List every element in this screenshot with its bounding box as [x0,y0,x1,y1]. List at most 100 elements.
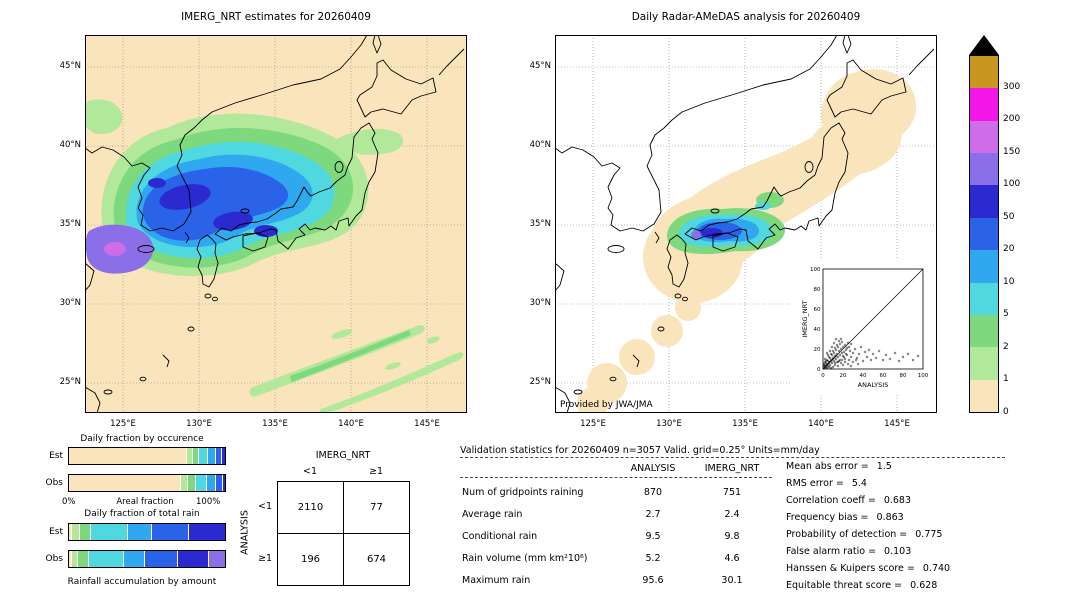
colorbar-tick-label: 2 [1003,341,1009,352]
validation-row: Conditional rain 9.5 9.8 [462,531,772,542]
colorbar-cell [970,185,998,218]
bar-segment [69,475,181,491]
bar-segment [216,448,223,464]
svg-text:20: 20 [840,373,847,379]
score-value: 0.740 [922,563,951,574]
stat-imerg-value: 9.8 [724,531,740,542]
colorbar-tick-label: 5 [1003,309,1009,320]
bar-segment [207,475,217,491]
map-border [85,35,467,413]
contingency-table: 2110 77 196 674 [277,481,410,586]
left-map-title: IMERG_NRT estimates for 20260409 [181,11,371,23]
lat-tick-label: 30°N [529,298,551,308]
score-row: Correlation coeff = 0.683 [786,495,911,506]
score-row: Probability of detection = 0.775 [786,529,942,540]
stat-imerg-value: 2.4 [724,509,740,520]
lat-tick-label: 30°N [59,298,81,308]
stat-label: Rain volume (mm km²10⁶) [462,553,588,564]
colorbar-cell [970,250,998,283]
bar-segment [69,524,73,540]
bar-segment [209,551,225,567]
scatter-points [822,337,920,370]
colorbar-tick-label: 100 [1003,179,1021,190]
bar-segment [123,551,146,567]
colorbar-tick-label: 200 [1003,114,1021,125]
score-row: Mean abs error = 1.5 [786,461,892,472]
occurrence-bar-obs [68,474,226,492]
validation-row: Num of gridpoints raining 870 751 [462,487,772,498]
score-value: 1.5 [876,461,892,472]
colorbar-labels: 300 200 150 100 50 20 10 5 2 1 0 [1003,35,1047,417]
stat-imerg-value: 4.6 [724,553,740,564]
map-border [555,35,937,413]
score-label: RMS error = [786,478,844,489]
lat-tick-label: 45°N [59,61,81,71]
lat-tick-label: 45°N [529,61,551,71]
contingency-cell: 77 [344,482,410,534]
score-value: 0.863 [876,512,904,523]
contingency-cell: 2110 [278,482,344,534]
score-row: False alarm ratio = 0.103 [786,546,911,557]
bar-segment [178,551,210,567]
svg-text:80: 80 [900,373,907,379]
lat-tick-label: 25°N [529,377,551,387]
bar-segment [69,448,187,464]
score-label: False alarm ratio = [786,546,877,557]
contingency-col-group: IMERG_NRT [315,450,371,461]
score-label: Correlation coeff = [786,495,876,506]
lon-tick-label: 130°E [656,419,682,429]
precipitation-field [85,99,464,413]
bar-segment [72,551,79,567]
divider [460,477,772,478]
svg-text:80: 80 [814,287,821,293]
axis-100pct: 100% [196,497,221,507]
lat-tick-label: 40°N [59,140,81,150]
colorbar-cell [970,120,998,154]
lat-tick-label: 35°N [59,219,81,229]
bar-segment [180,475,189,491]
bar-segment [199,448,209,464]
svg-text:40: 40 [860,373,867,379]
score-value: 0.628 [910,580,938,591]
stat-analysis-value: 95.6 [642,575,664,586]
colorbar-cell [970,88,998,121]
validation-col-analysis: ANALYSIS [630,463,676,474]
colorbar-tick-label: 50 [1003,211,1015,222]
colorbar-tick-label: 1 [1003,374,1009,385]
score-row: RMS error = 5.4 [786,478,867,489]
score-label: Hanssen & Kuipers score = [786,563,915,574]
right-map-title: Daily Radar-AMeDAS analysis for 20260409 [631,11,861,23]
colorbar-overflow-arrow [969,35,999,55]
stat-imerg-value: 751 [722,487,742,498]
inset-scatter-plot: 00 20 20 40 40 60 60 80 80 100 100 ANALYSIS IMERG_… [792,259,937,395]
bar-segment [128,524,152,540]
contingency-row-label: <1 [257,501,272,512]
bar-segment [223,475,225,491]
total-rain-bar-obs [68,550,226,568]
score-row: Equitable threat score = 0.628 [786,580,937,591]
total-rain-bar-est [68,523,226,541]
bar-segment [188,475,197,491]
est-row-label: Est [49,451,63,461]
validation-row: Rain volume (mm km²10⁶) 5.2 4.6 [462,553,772,564]
bar-segment [78,551,90,567]
axis-0pct: 0% [62,497,76,507]
bar-segment [69,551,73,567]
score-label: Frequency bias = [786,512,869,523]
stat-label: Num of gridpoints raining [462,487,584,498]
lon-tick-label: 145°E [414,419,440,429]
total-rain-caption: Rainfall accumulation by amount [67,577,217,587]
bar-segment [196,475,208,491]
bar-segment [72,524,80,540]
score-value: 5.4 [851,478,867,489]
bar-segment [79,524,91,540]
score-label: Mean abs error = [786,461,869,472]
colorbar-cell [970,347,998,380]
lon-tick-label: 125°E [580,419,606,429]
lon-tick-label: 145°E [884,419,910,429]
radar-amedas-map: 0 0 20 20 40 40 60 60 80 80 100 100 ANALYSIS IMERG_… [530,35,937,429]
precipitation-field [577,69,917,413]
score-value: 0.775 [915,529,943,540]
score-label: Probability of detection = [786,529,908,540]
